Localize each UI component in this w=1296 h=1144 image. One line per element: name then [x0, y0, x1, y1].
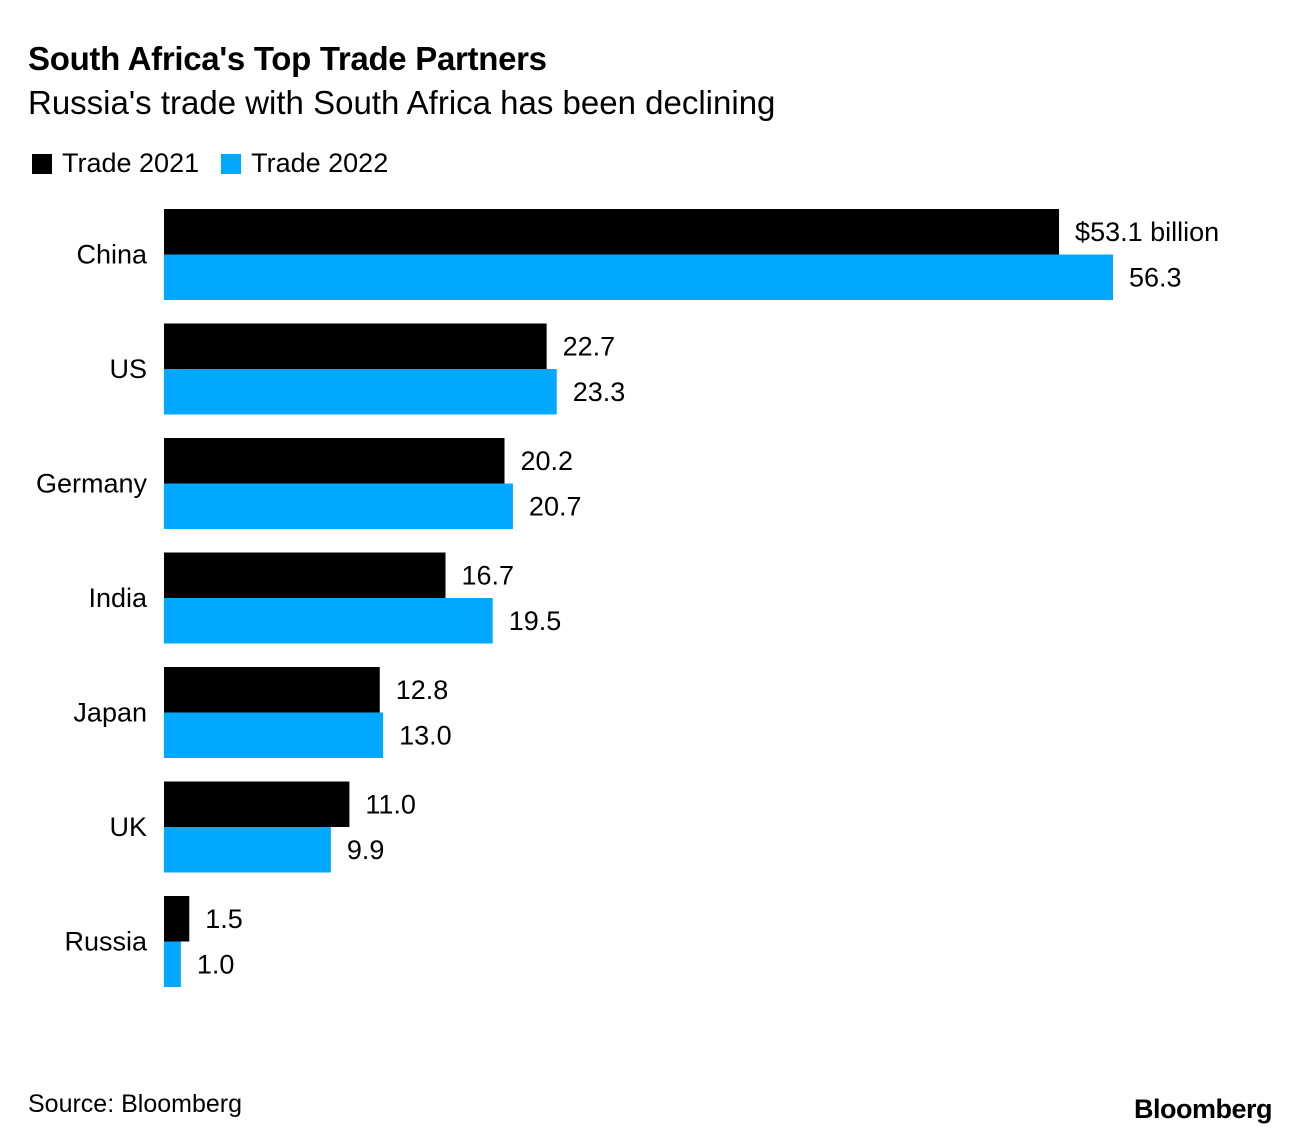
legend-item-2021: Trade 2021 [32, 148, 199, 179]
category-label-us: US [109, 354, 147, 384]
data-label-us-trade-2022: 23.3 [573, 377, 626, 407]
source-note: Source: Bloomberg [28, 1090, 243, 1118]
legend-swatch-2022 [221, 153, 242, 174]
legend: Trade 2021 Trade 2022 [32, 148, 410, 179]
data-label-us-trade-2021: 22.7 [563, 331, 616, 361]
bloomberg-logo: Bloomberg [1133, 1094, 1273, 1124]
bar-chart: China $53.1 billion 56.3 US 22.7 23.3 Germany 2… [36, 209, 1219, 987]
legend-label-2022: Trade 2022 [251, 148, 389, 178]
category-label-india: India [88, 583, 148, 613]
bar-russia-trade-2022 [164, 941, 181, 987]
bar-japan-trade-2022 [164, 712, 384, 758]
data-label-china-trade-2021: $53.1 billion [1075, 217, 1219, 247]
data-label-uk-trade-2022: 9.9 [347, 835, 385, 865]
legend-item-2022: Trade 2022 [221, 148, 388, 179]
data-label-china-trade-2022: 56.3 [1129, 262, 1182, 292]
bar-germany-trade-2022 [164, 483, 513, 529]
bar-china-trade-2022 [164, 254, 1113, 300]
bar-india-trade-2022 [164, 598, 493, 644]
bar-us-trade-2021 [164, 323, 547, 369]
bar-japan-trade-2021 [164, 667, 380, 713]
data-label-india-trade-2021: 16.7 [461, 560, 514, 590]
data-label-russia-trade-2021: 1.5 [205, 904, 243, 934]
chart-subtitle: Russia's trade with South Africa has bee… [28, 84, 776, 121]
category-label-china: China [76, 240, 148, 270]
legend-swatch-2021 [32, 153, 52, 174]
bar-us-trade-2022 [164, 369, 557, 415]
category-label-uk: UK [109, 812, 147, 842]
data-label-germany-trade-2021: 20.2 [520, 446, 573, 476]
data-label-india-trade-2022: 19.5 [509, 606, 562, 636]
category-label-japan: Japan [73, 698, 147, 728]
bar-russia-trade-2021 [164, 896, 190, 942]
category-label-russia: Russia [64, 927, 148, 957]
bar-india-trade-2021 [164, 552, 446, 598]
data-label-germany-trade-2022: 20.7 [529, 491, 582, 521]
data-label-russia-trade-2022: 1.0 [197, 949, 235, 979]
legend-label-2021: Trade 2021 [62, 148, 200, 178]
data-label-japan-trade-2022: 13.0 [399, 720, 452, 750]
data-label-uk-trade-2021: 11.0 [365, 789, 416, 819]
bar-germany-trade-2021 [164, 438, 505, 484]
bar-uk-trade-2021 [164, 781, 350, 827]
bar-china-trade-2021 [164, 209, 1060, 255]
chart-title: South Africa's Top Trade Partners [28, 40, 547, 77]
category-label-germany: Germany [36, 469, 148, 499]
bar-uk-trade-2022 [164, 827, 331, 873]
data-label-japan-trade-2021: 12.8 [396, 675, 449, 705]
